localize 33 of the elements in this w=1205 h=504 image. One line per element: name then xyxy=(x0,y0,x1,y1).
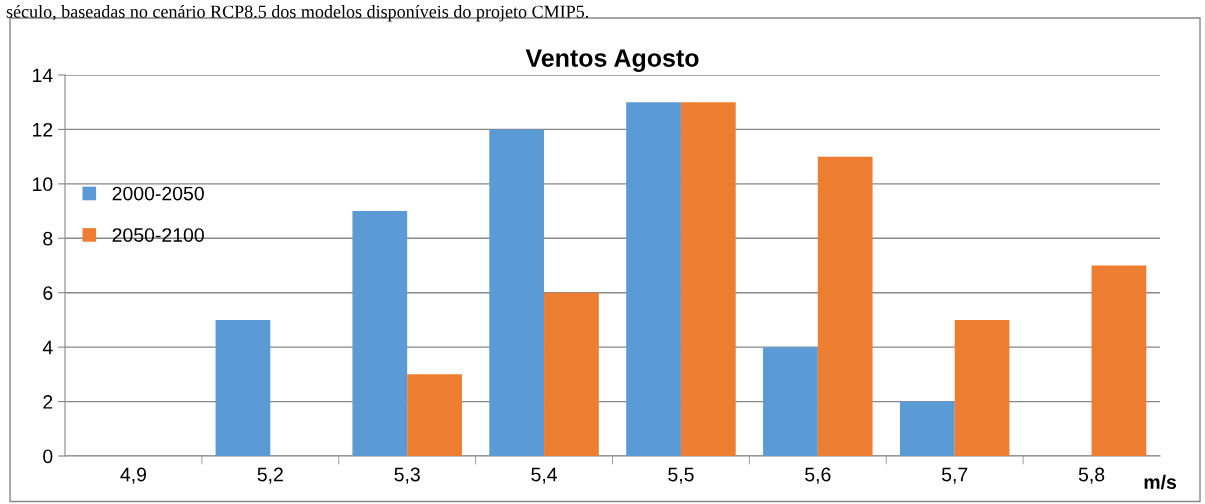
chart-title: Ventos Agosto xyxy=(525,49,699,72)
y-tick-label: 6 xyxy=(43,286,53,300)
x-tick-label: 5,7 xyxy=(941,467,968,484)
text: século, baseadas no cenário RCP8.5 dos modelos disponíveis do projeto CMIP5. xyxy=(6,5,589,22)
y-tick-label: 2 xyxy=(43,395,53,409)
bar xyxy=(544,292,599,456)
y-tick-label: 10 xyxy=(33,177,53,192)
x-axis-title: m/s xyxy=(1144,474,1177,490)
x-tick-label: 5,6 xyxy=(805,467,831,484)
x-tick-label: 5,5 xyxy=(668,467,694,484)
bar xyxy=(407,374,462,456)
bar xyxy=(899,401,955,456)
x-tick-label: 5,2 xyxy=(257,467,283,484)
bar xyxy=(1091,265,1147,456)
y-tick-label: 8 xyxy=(43,231,53,246)
x-tick-label: 5,4 xyxy=(531,467,558,484)
y-tick-label: 0 xyxy=(43,449,53,464)
y-tick-label: 4 xyxy=(42,340,53,355)
bar xyxy=(817,156,873,456)
bar xyxy=(215,319,271,456)
bar xyxy=(680,102,736,456)
x-tick-label: 5,3 xyxy=(394,467,420,484)
y-tick-label: 14 xyxy=(33,68,53,83)
x-tick-label: 4,9 xyxy=(120,467,147,484)
x-tick-label: 5,8 xyxy=(1078,467,1105,484)
bar xyxy=(626,102,681,456)
legend-label: 2050-2100 xyxy=(112,228,204,242)
y-tick-label: 12 xyxy=(33,122,53,137)
bar xyxy=(954,319,1010,456)
bar xyxy=(763,347,818,456)
bar xyxy=(352,211,408,456)
legend-label: 2000-2050 xyxy=(112,186,204,201)
bar xyxy=(489,129,545,456)
